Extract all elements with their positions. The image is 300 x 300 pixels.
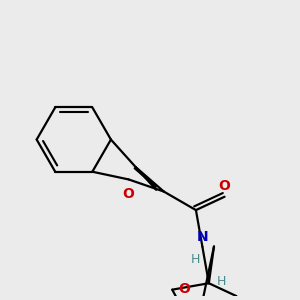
Text: H: H [217,275,226,288]
Text: N: N [196,230,208,244]
Text: H: H [191,254,200,266]
Text: O: O [178,282,190,296]
Text: O: O [123,187,135,201]
Text: O: O [219,179,230,193]
